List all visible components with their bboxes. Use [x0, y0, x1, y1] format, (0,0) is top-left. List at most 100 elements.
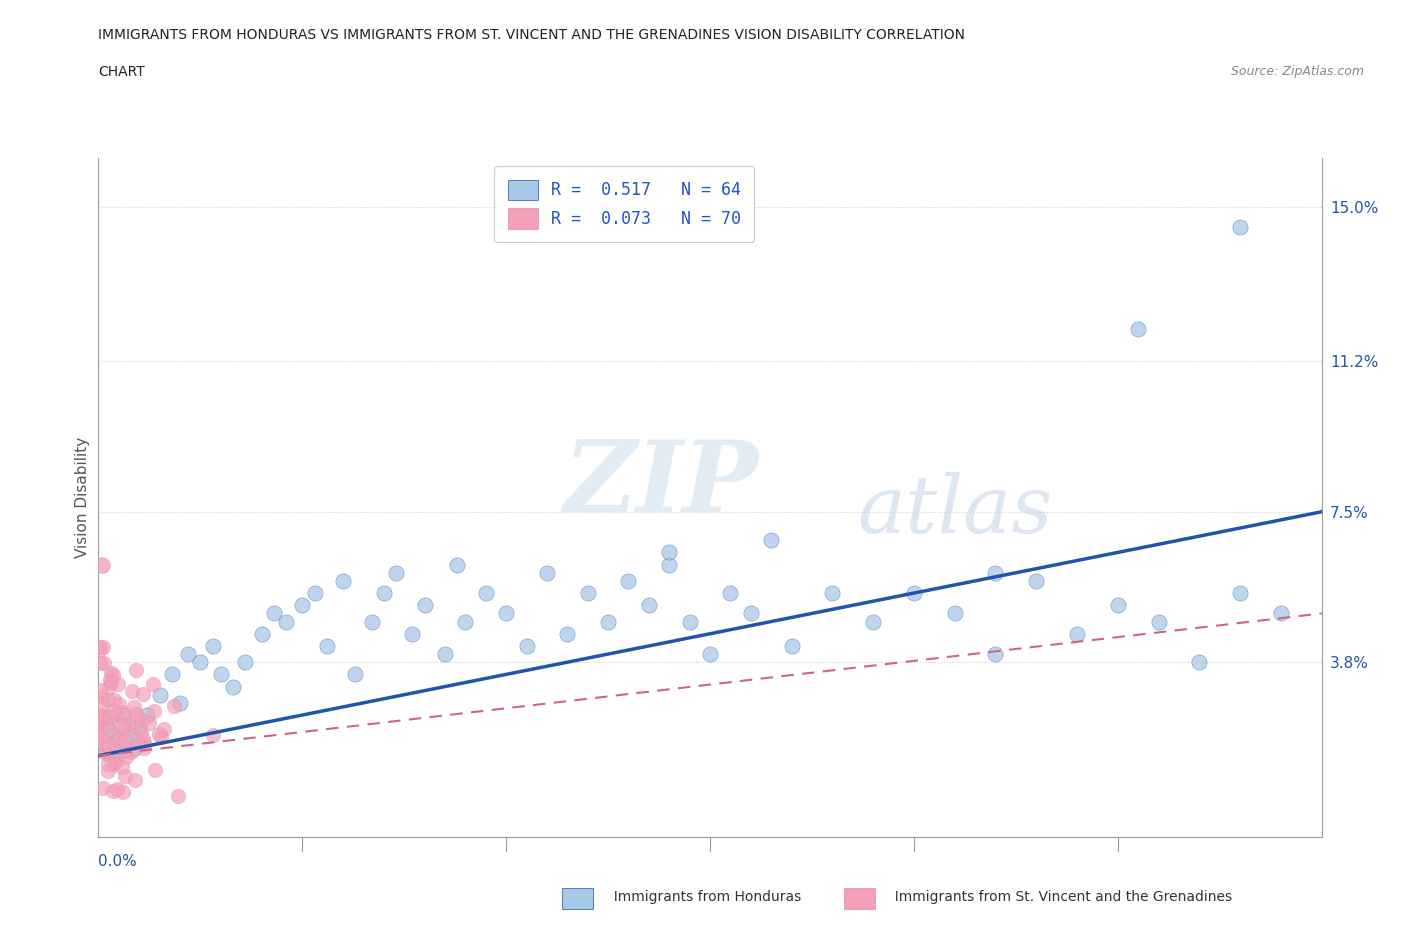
Point — [111, 705, 134, 720]
Point — [112, 785, 135, 800]
Point — [90, 697, 112, 711]
Text: ZIP: ZIP — [564, 436, 758, 532]
Point — [121, 684, 143, 698]
Point — [454, 614, 477, 629]
Point — [89, 683, 111, 698]
Point — [1107, 598, 1129, 613]
Point — [401, 626, 423, 641]
Point — [1229, 219, 1251, 234]
Point — [91, 690, 114, 705]
Point — [160, 667, 183, 682]
Point — [658, 557, 681, 572]
Point — [598, 614, 620, 629]
Point — [97, 680, 120, 695]
Point — [91, 736, 114, 751]
Point — [136, 708, 159, 723]
Point — [93, 734, 115, 749]
Point — [91, 780, 114, 795]
Point — [107, 676, 129, 691]
Point — [699, 646, 721, 661]
Point — [120, 744, 142, 759]
Point — [718, 586, 742, 601]
Point — [89, 722, 111, 737]
Point — [446, 557, 468, 572]
Point — [821, 586, 844, 601]
Point — [344, 667, 367, 682]
Point — [103, 693, 125, 708]
Point — [125, 706, 148, 721]
Point — [114, 733, 136, 748]
Point — [115, 736, 138, 751]
Point — [117, 717, 139, 732]
Point — [516, 639, 538, 654]
Point — [89, 640, 111, 655]
Point — [1128, 322, 1150, 337]
Point — [495, 606, 517, 621]
Point — [100, 736, 122, 751]
Point — [142, 676, 165, 691]
Point — [124, 699, 146, 714]
Point — [984, 565, 1007, 580]
Point — [201, 639, 224, 654]
Y-axis label: Vision Disability: Vision Disability — [75, 437, 90, 558]
Point — [984, 646, 1007, 661]
Point — [188, 655, 212, 670]
Point — [129, 724, 152, 739]
Point — [101, 704, 124, 719]
Point — [1270, 606, 1292, 621]
Point — [105, 754, 128, 769]
Point — [91, 640, 114, 655]
Point — [332, 574, 354, 589]
Text: Immigrants from Honduras: Immigrants from Honduras — [605, 890, 801, 905]
Point — [536, 565, 558, 580]
Point — [89, 642, 111, 657]
Point — [105, 782, 128, 797]
Point — [360, 614, 382, 629]
Point — [91, 714, 114, 729]
Point — [555, 626, 579, 641]
Point — [149, 687, 172, 702]
Point — [222, 679, 245, 694]
Point — [115, 750, 138, 764]
Text: CHART: CHART — [98, 65, 145, 79]
Point — [167, 789, 190, 804]
Point — [148, 727, 170, 742]
Point — [90, 709, 112, 724]
Point — [127, 736, 149, 751]
Point — [100, 749, 122, 764]
Point — [617, 574, 640, 589]
Point — [274, 614, 297, 629]
Point — [576, 586, 599, 601]
Point — [138, 715, 160, 730]
Point — [97, 746, 120, 761]
Point — [658, 545, 681, 560]
Point — [169, 696, 191, 711]
Point — [97, 722, 120, 737]
Point — [163, 698, 186, 713]
Point — [304, 586, 326, 601]
Point — [117, 722, 139, 737]
Point — [111, 719, 134, 734]
Point — [89, 708, 111, 723]
Point — [637, 598, 661, 613]
Point — [132, 731, 155, 746]
Point — [291, 598, 314, 613]
Text: atlas: atlas — [856, 472, 1052, 550]
Point — [101, 668, 124, 683]
Point — [91, 557, 114, 572]
Point — [315, 639, 337, 654]
Point — [903, 586, 925, 601]
Point — [111, 708, 134, 723]
Point — [90, 727, 112, 742]
Point — [112, 744, 135, 759]
Point — [97, 756, 120, 771]
Point — [143, 763, 166, 777]
Point — [1147, 614, 1170, 629]
Point — [132, 686, 155, 701]
Point — [134, 735, 156, 750]
Point — [250, 626, 273, 641]
Point — [108, 697, 131, 711]
Text: Source: ZipAtlas.com: Source: ZipAtlas.com — [1230, 65, 1364, 78]
Point — [780, 639, 803, 654]
Point — [103, 756, 125, 771]
